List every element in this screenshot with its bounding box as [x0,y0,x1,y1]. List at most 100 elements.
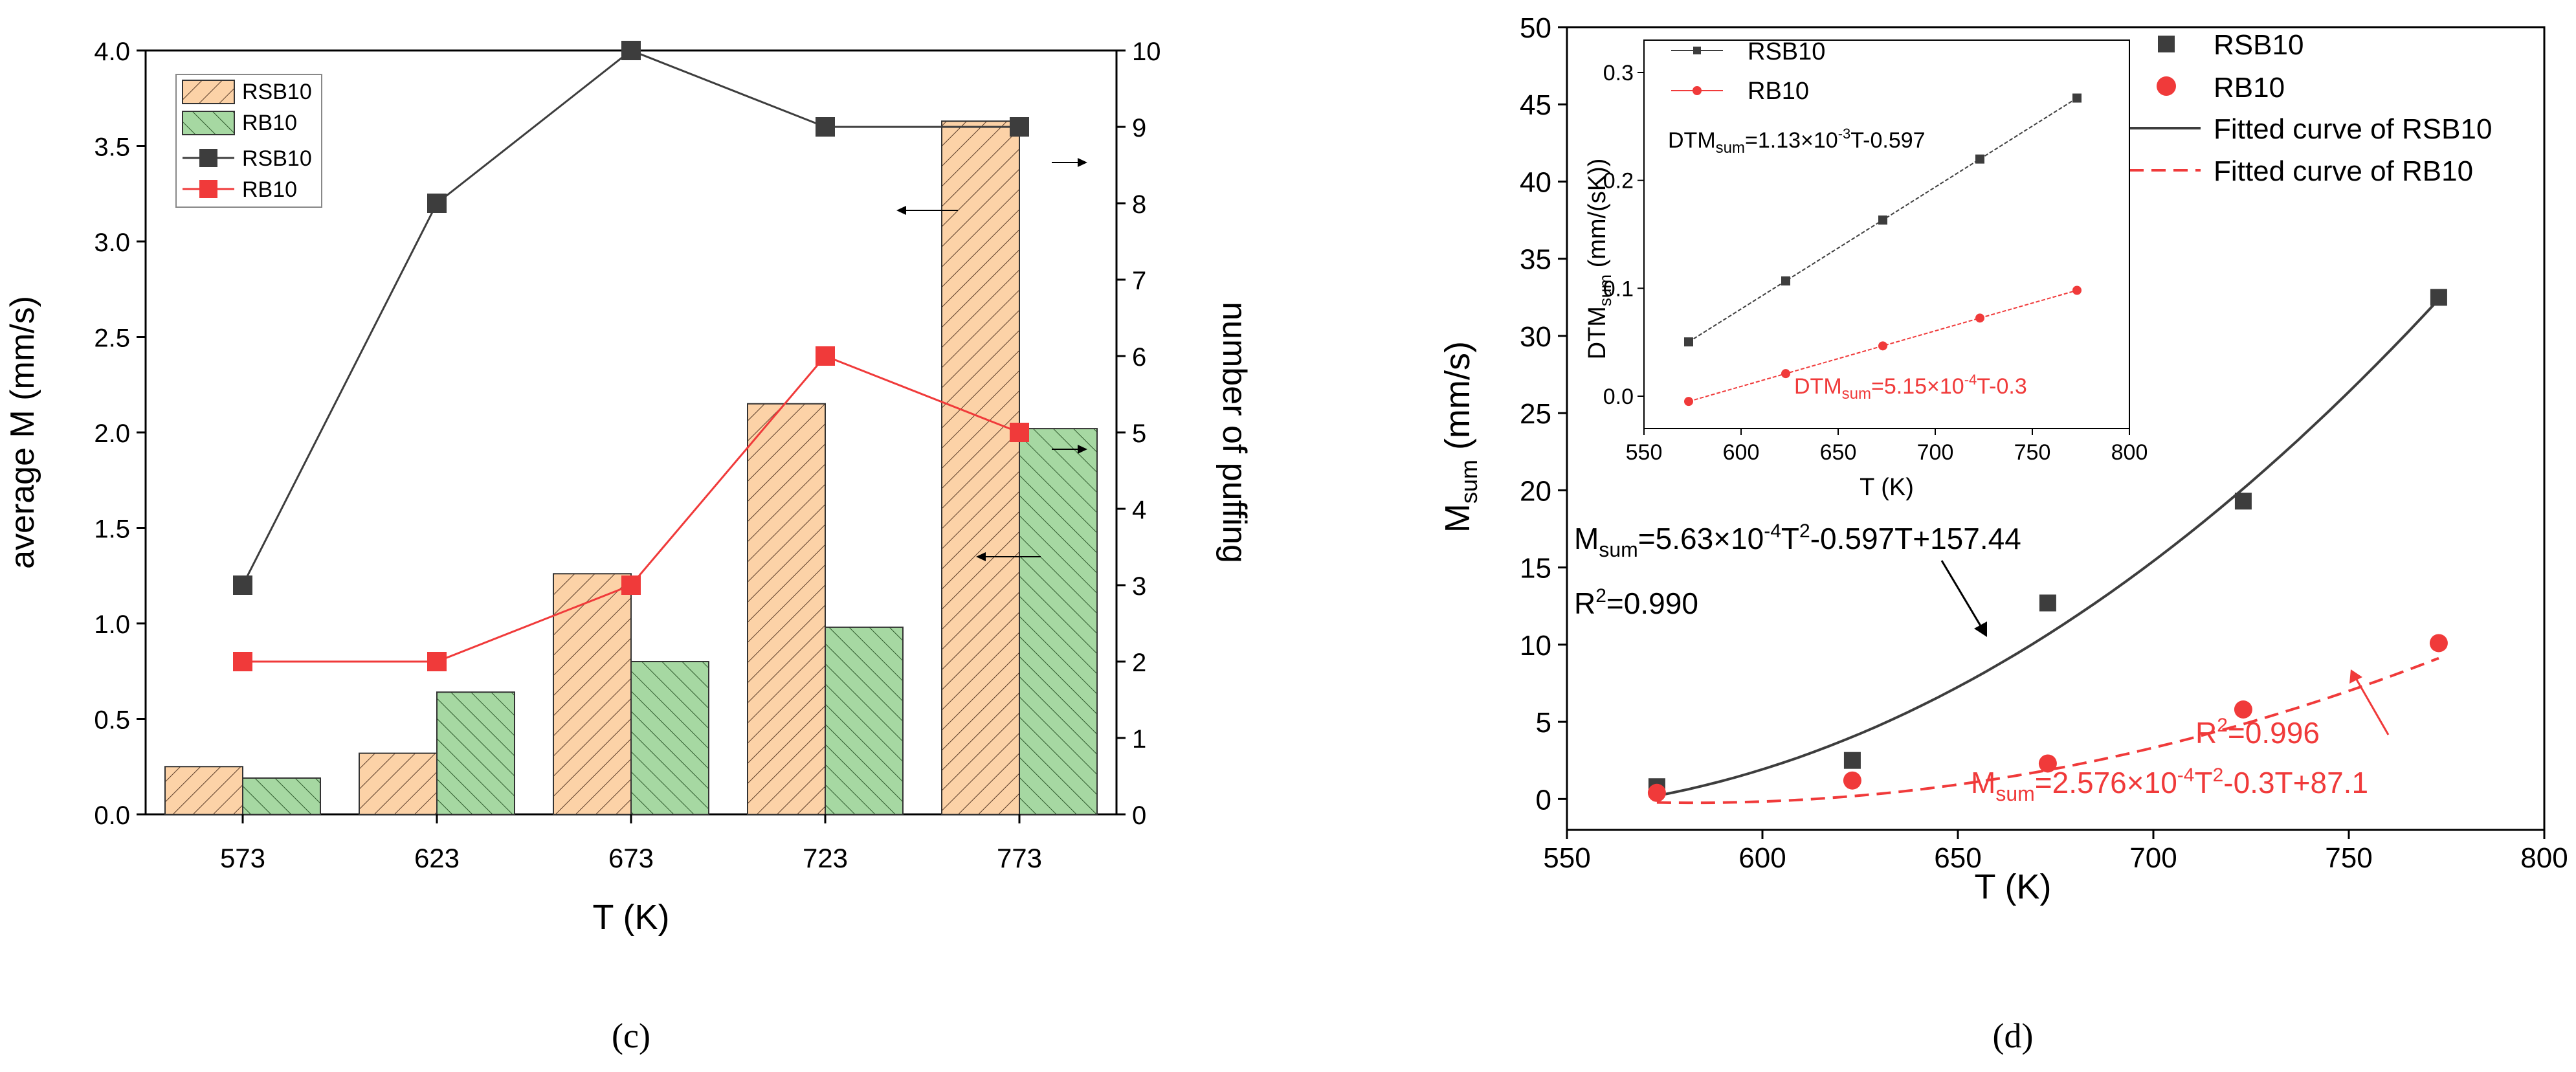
y2-tick-label: 9 [1132,114,1146,142]
panel-c-y-axis-title: average M (mm/s) [4,296,41,569]
y-tick-label: 25 [1520,398,1551,430]
inset-point-rb10-773 [2072,285,2082,295]
y-tick-label: 4.0 [94,38,130,66]
x-tick-label: 650 [1934,842,1981,874]
y-tick-label: 30 [1520,321,1551,353]
inset-y-tick-label: 0.3 [1603,61,1634,85]
x-tick-label: 773 [997,843,1042,873]
arrow-to-left-axis [976,552,1041,561]
bar-rsb10-573 [164,766,243,815]
y2-tick-label: 4 [1132,496,1146,524]
panel-d-x-axis-title: T (K) [1975,867,2052,906]
panel-c-legend: RSB10 RB10 RSB10 RB10 [175,74,322,208]
bar-rb10-623 [436,691,515,815]
inset-legend-marker-rsb10 [1693,47,1701,54]
legend-label-rb10-bar: RB10 [242,111,297,135]
y-tick-label: 2.5 [94,324,130,353]
inset-legend: RSB10 RB10 [1671,38,1825,105]
inset-legend-marker-rb10 [1693,86,1702,95]
y-tick-label: 50 [1520,12,1551,44]
y-tick-label: 40 [1520,166,1551,198]
y-tick-label: 45 [1520,89,1551,121]
bar-rb10-723 [825,626,904,816]
y-tick-label: 0.5 [94,706,130,735]
bar-rb10-773 [1019,428,1098,815]
inset-line-rb10 [1688,289,2078,403]
x-tick-label: 750 [2325,842,2372,874]
x-tick-label: 673 [608,843,654,873]
y-tick-label: 10 [1520,630,1551,662]
y-tick-label: 5 [1536,707,1551,739]
x-tick-label: 573 [220,843,265,873]
inset-point-rb10-723 [1975,313,1984,323]
arrow-to-left-axis [896,206,958,215]
inset-y-axis-title: DTMsum (mm/(sK)) [1584,159,1615,360]
x-tick-label: 800 [2520,842,2568,874]
y-tick-label: 35 [1520,244,1551,276]
inset-point-rsb10-723 [1975,154,1984,164]
rsb10-annotation-arrow [1940,560,1987,637]
panel-d-legend: RSB10 RB10 Fitted curve of RSB10 Fitted … [2129,29,2492,187]
y2-tick-label: 3 [1132,572,1146,601]
legend-label-fit-rb10: Fitted curve of RB10 [2214,155,2473,187]
inset-x-tick-label: 600 [1723,440,1760,465]
bar-rsb10-723 [747,403,826,815]
marker-rb10-623 [427,652,447,671]
rsb10-r-squared: R2=0.990 [1574,585,1698,620]
x-tick-label: 550 [1543,842,1590,874]
inset-frame [1643,39,2130,429]
y-tick-label: 1.5 [94,515,130,544]
inset-rb10-equation: DTMsum=5.15×10-4T-0.3 [1794,372,2027,403]
inset-legend-label-rb10: RB10 [1748,78,1809,105]
point-rsb10-623 [1843,752,1861,769]
inset-point-rsb10-673 [1878,215,1887,225]
legend-marker-rb10 [199,180,217,198]
legend-label-rb10: RB10 [2214,72,2285,104]
inset-point-rb10-573 [1684,397,1693,407]
y-tick-label: 15 [1520,553,1551,585]
x-tick-label: 700 [2129,842,2177,874]
fit-curve-rsb10 [1656,298,2440,798]
marker-rb10-573 [233,652,252,671]
legend-label-rb10-line: RB10 [242,177,297,202]
inset-chart: 0.0 0.1 0.2 0.3 550 600 650 700 750 800 DTMsum (… [1584,38,2148,501]
point-rb10-773 [2429,634,2448,653]
y2-tick-label: 6 [1132,343,1146,372]
x-tick-label: 623 [414,843,460,873]
panel-d-frame [1566,26,2546,831]
rsb10-fit-equation: Msum=5.63×10-4T2-0.597T+157.44 [1574,520,2021,561]
bar-rsb10-623 [359,752,438,815]
x-tick-label: 723 [803,843,848,873]
y2-tick-label: 2 [1132,649,1146,677]
rb10-r-squared: R2=0.996 [2195,715,2320,750]
y2-tick-label: 10 [1132,38,1161,66]
inset-rsb10-equation: DTMsum=1.13×10-3T-0.597 [1668,126,1926,157]
panel-c-caption: (c) [612,1016,650,1055]
rb10-fit-equation: Msum=2.576×10-4T2-0.3T+87.1 [1971,765,2368,805]
arrow-to-right-axis [1052,445,1087,454]
y2-tick-label: 5 [1132,419,1146,448]
panel-d-caption: (d) [1993,1016,2034,1055]
inset-legend-label-rsb10: RSB10 [1748,38,1825,65]
inset-x-tick-label: 700 [1917,440,1954,465]
inset-y-tick-label: 0.0 [1603,385,1634,409]
y-tick-label: 0.0 [94,801,130,830]
y-tick-label: 0 [1536,784,1551,816]
bar-rb10-673 [630,661,709,815]
legend-marker-rsb10 [2158,36,2175,52]
bar-rsb10-773 [941,120,1020,815]
panel-c-y2-axis-title: number of puffing [1216,302,1253,563]
legend-label-rsb10: RSB10 [2214,29,2304,61]
legend-label-fit-rsb10: Fitted curve of RSB10 [2214,113,2492,145]
inset-point-rsb10-773 [2072,93,2082,103]
point-rsb10-723 [2234,493,2252,510]
y2-tick-label: 7 [1132,267,1146,295]
inset-point-rb10-673 [1878,341,1887,351]
legend-label-rsb10-line: RSB10 [242,146,312,171]
point-rb10-623 [1843,771,1861,790]
rb10-annotation-arrow [2349,669,2390,735]
legend-swatch-rsb10-bar [182,80,235,104]
marker-rsb10-623 [427,194,447,213]
inset-x-tick-label: 650 [1820,440,1857,465]
